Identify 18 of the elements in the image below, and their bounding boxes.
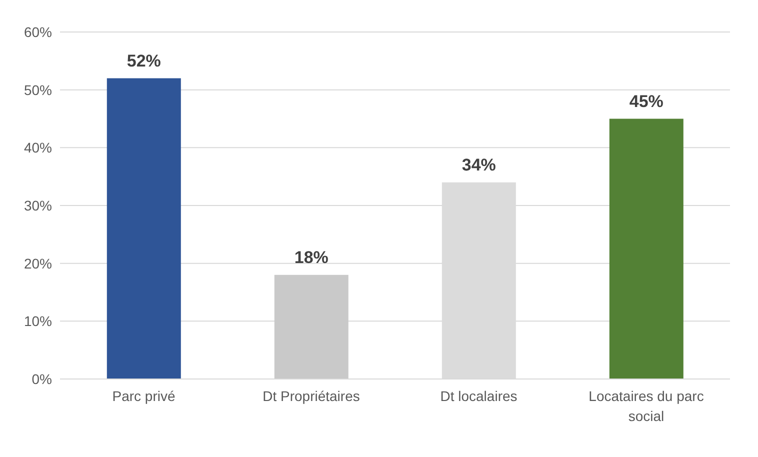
y-tick-label: 20% bbox=[24, 255, 52, 272]
x-tick-label: Dt Propriétaires bbox=[262, 388, 360, 404]
y-tick-label: 50% bbox=[24, 82, 52, 98]
bar bbox=[609, 118, 684, 379]
y-tick-label: 30% bbox=[24, 197, 52, 214]
y-tick-label: 0% bbox=[32, 370, 52, 387]
data-label: 18% bbox=[294, 248, 328, 267]
y-tick-label: 40% bbox=[24, 140, 52, 156]
data-label: 34% bbox=[462, 155, 496, 174]
bar bbox=[274, 274, 348, 379]
y-tick-label: 60% bbox=[24, 24, 52, 40]
x-tick-label: Dt localaires bbox=[440, 388, 518, 404]
data-label: 45% bbox=[629, 92, 664, 111]
x-tick-label: Locataires du parc social bbox=[588, 388, 704, 424]
bar bbox=[106, 78, 181, 379]
x-tick-label: Parc privé bbox=[112, 388, 176, 404]
y-tick-label: 10% bbox=[24, 313, 52, 330]
data-label: 52% bbox=[126, 51, 161, 70]
